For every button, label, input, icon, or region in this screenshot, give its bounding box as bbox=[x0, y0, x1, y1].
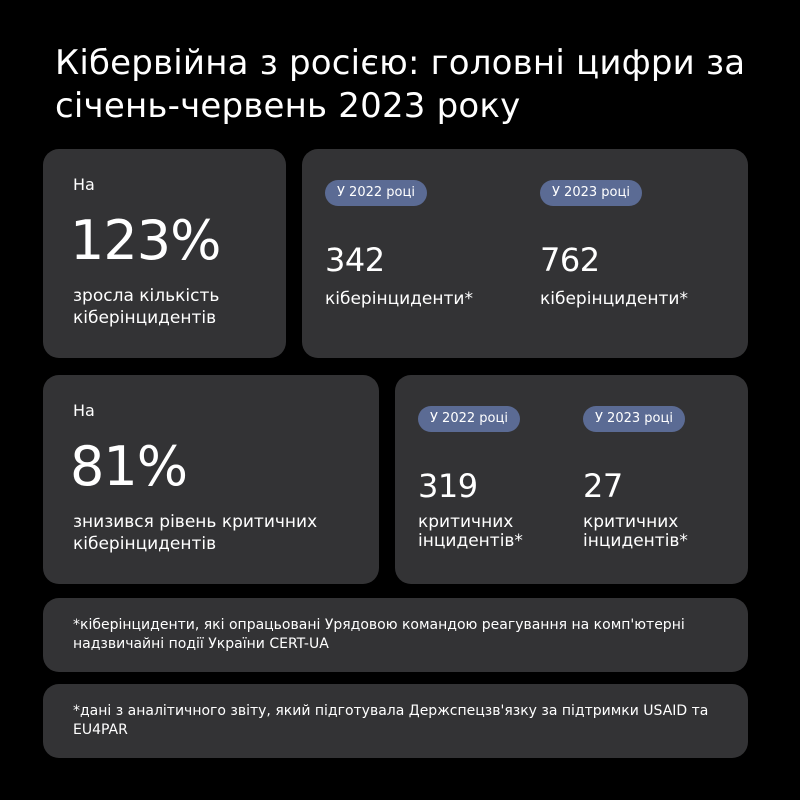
increase-prefix: На bbox=[73, 175, 95, 194]
incidents-2022-value: 342 bbox=[325, 241, 385, 279]
critical-2022-label: критичних інцидентів* bbox=[418, 512, 523, 551]
critical-2023-label: критичних інцидентів* bbox=[583, 512, 688, 551]
incidents-comparison-card: У 2022 році 342 кіберінциденти* У 2023 р… bbox=[302, 149, 748, 358]
critical-comparison-card: У 2022 році 319 критичних інцидентів* У … bbox=[395, 375, 748, 584]
critical-2023-value: 27 bbox=[583, 467, 623, 505]
decrease-card: На 81% знизився рівень критичних кіберін… bbox=[43, 375, 379, 584]
page-title: Кібервійна з росією: головні цифри за сі… bbox=[55, 43, 746, 126]
badge-2023: У 2023 році bbox=[540, 180, 642, 206]
increase-description: зросла кількість кіберінцидентів bbox=[73, 286, 220, 328]
badge-2022: У 2022 році bbox=[325, 180, 427, 206]
footnote-cert-card: *кіберінциденти, які опрацьовані Урядово… bbox=[43, 598, 748, 672]
badge-2023: У 2023 році bbox=[583, 406, 685, 432]
decrease-prefix: На bbox=[73, 401, 95, 420]
footnote-source-card: *дані з аналітичного звіту, який підготу… bbox=[43, 684, 748, 758]
critical-2022-value: 319 bbox=[418, 467, 478, 505]
decrease-value: 81% bbox=[70, 435, 188, 498]
incidents-2023-value: 762 bbox=[540, 241, 600, 279]
increase-value: 123% bbox=[70, 209, 221, 272]
decrease-description: знизився рівень критичних кіберінциденті… bbox=[73, 512, 318, 554]
footnote-source-text: *дані з аналітичного звіту, який підготу… bbox=[73, 703, 709, 738]
incidents-2023-label: кіберінциденти* bbox=[540, 289, 688, 309]
footnote-cert-text: *кіберінциденти, які опрацьовані Урядово… bbox=[73, 617, 685, 652]
badge-2022: У 2022 році bbox=[418, 406, 520, 432]
increase-card: На 123% зросла кількість кіберінцидентів bbox=[43, 149, 286, 358]
incidents-2022-label: кіберінциденти* bbox=[325, 289, 473, 309]
